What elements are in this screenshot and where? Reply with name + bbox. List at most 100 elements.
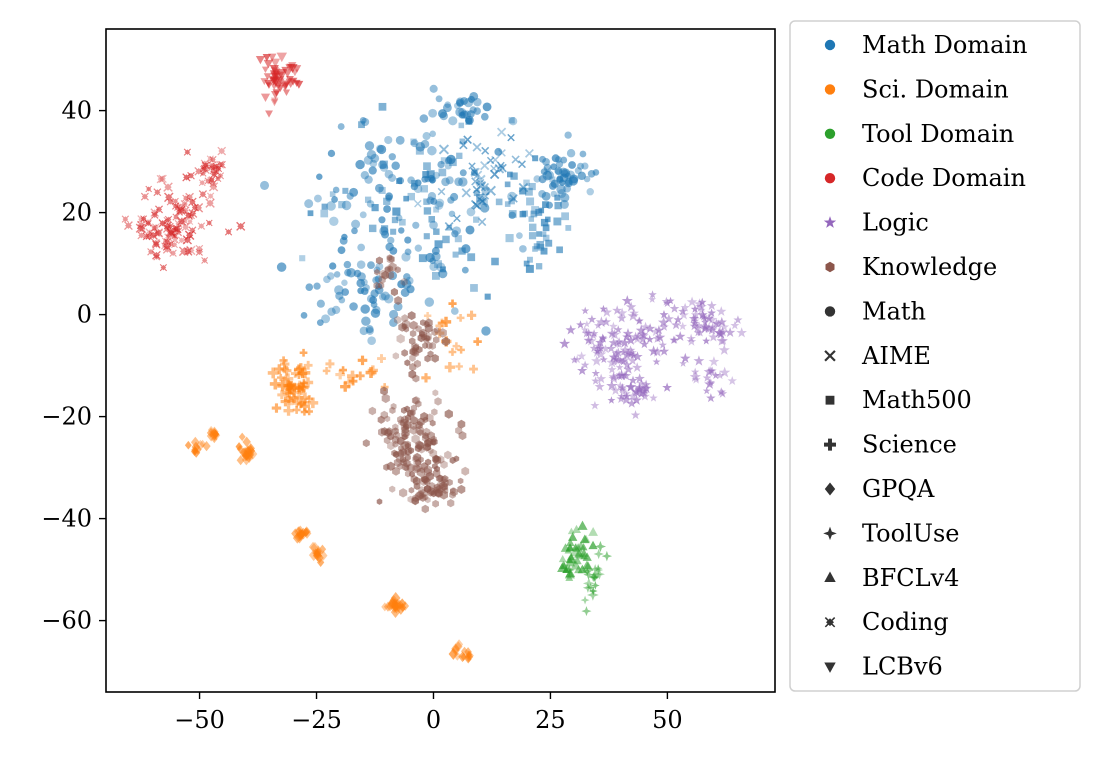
y-tick-label: 20 [61,199,92,227]
data-point [416,467,426,478]
data-point [637,329,649,340]
data-point [679,359,687,367]
data-point [532,246,538,252]
data-point [269,65,279,74]
data-point [180,200,189,209]
data-point [637,333,649,344]
data-point [432,389,439,397]
data-point [349,302,358,311]
data-point [383,205,391,213]
data-point [580,360,590,369]
data-point [623,348,634,358]
data-point [715,371,725,380]
data-point [716,335,728,346]
data-point [690,309,701,320]
data-point [344,268,352,277]
data-point [429,130,436,138]
data-point [711,371,720,380]
data-point [433,206,440,213]
data-point [524,148,534,158]
data-point [150,224,158,232]
data-point [398,445,404,452]
data-point [322,367,331,375]
data-point [145,228,155,238]
data-point [380,225,389,233]
data-point [424,443,432,452]
data-point [341,288,350,296]
data-point [378,216,386,224]
data-point [386,601,394,612]
data-point [270,58,281,68]
data-point [281,375,290,384]
data-point [370,308,381,318]
legend-label: AIME [861,342,931,370]
data-point [448,348,457,356]
data-point [498,149,506,157]
legend-entry-aime: AIME [824,342,931,370]
data-point [595,337,606,347]
data-point [270,76,282,87]
data-point [421,373,431,383]
data-point [432,499,439,508]
data-point [181,222,190,232]
data-point [267,367,279,379]
data-point [378,427,386,437]
data-point [469,364,478,374]
data-point [320,209,329,218]
y-tick-label: −40 [41,505,92,533]
data-point [594,381,605,392]
data-point [622,350,632,360]
data-point [612,305,623,315]
data-point [384,266,391,274]
data-point [378,293,387,301]
data-point [121,215,130,223]
data-point [329,216,339,227]
data-point [615,381,625,390]
data-point [412,221,420,229]
data-point [459,138,466,145]
data-point [692,323,703,333]
data-point [427,192,437,201]
data-point [415,440,424,450]
data-point [632,351,643,362]
data-point [424,297,435,307]
data-point [299,401,310,412]
data-point [427,145,437,156]
data-point [300,408,309,416]
data-point [464,647,472,657]
data-point [337,123,345,131]
data-point [209,428,220,441]
x-tick-label: −50 [174,706,225,734]
data-point [626,347,637,358]
data-point [367,261,375,270]
data-point [596,373,607,384]
data-point [408,487,415,494]
data-point [627,310,639,321]
data-point [549,176,556,183]
legend-label: Math500 [862,386,972,414]
data-point [434,240,443,249]
data-point [410,416,418,425]
data-point [423,312,432,320]
data-point [263,73,272,81]
x-tick-label: −25 [291,706,342,734]
data-point [362,439,370,448]
data-point [640,382,652,393]
data-point [261,66,270,74]
data-point [340,381,351,392]
data-point [204,177,212,185]
data-point [397,415,404,424]
data-point [588,586,598,596]
data-point [422,132,431,141]
data-point [404,248,412,256]
data-point [440,460,448,469]
data-point [583,335,594,345]
data-point [619,357,628,365]
data-point [331,305,341,315]
data-point [245,448,255,460]
data-point [269,70,279,79]
data-point [537,244,545,251]
data-point [535,208,543,216]
data-point [593,565,604,575]
